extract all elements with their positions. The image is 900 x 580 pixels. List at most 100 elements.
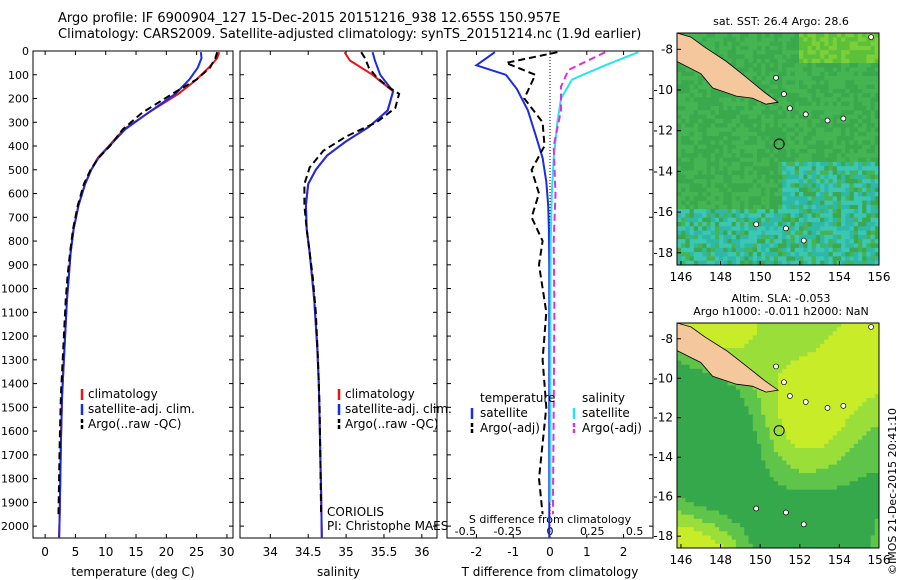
field-cell <box>824 149 829 154</box>
field-cell <box>757 84 762 90</box>
field-cell <box>681 54 686 60</box>
field-cell <box>866 88 871 94</box>
field-cell <box>693 131 699 137</box>
field-cell <box>702 360 707 366</box>
field-cell <box>874 106 880 111</box>
field-cell <box>769 456 775 461</box>
field-cell <box>740 136 745 141</box>
field-cell <box>757 414 762 420</box>
field-cell <box>824 460 829 466</box>
field-cell <box>853 385 859 391</box>
field-cell <box>740 423 745 428</box>
field-cell <box>723 452 728 457</box>
field-cell <box>828 33 834 38</box>
field-cell <box>748 343 754 349</box>
field-cell <box>752 37 758 42</box>
field-cell <box>773 243 779 249</box>
field-cell <box>689 389 695 395</box>
field-cell <box>807 339 813 345</box>
field-cell <box>807 393 813 399</box>
field-cell <box>820 481 825 486</box>
field-cell <box>727 377 733 382</box>
field-cell <box>710 118 716 124</box>
field-cell <box>845 381 850 386</box>
field-cell <box>824 144 829 150</box>
field-cell <box>849 410 855 416</box>
field-cell <box>858 339 863 345</box>
field-cell <box>870 339 876 345</box>
field-cell <box>761 373 766 378</box>
field-cell <box>735 477 741 482</box>
field-cell <box>841 93 846 98</box>
field-cell <box>858 348 863 353</box>
field-cell <box>853 187 859 193</box>
field-cell <box>693 54 699 60</box>
field-cell <box>735 460 741 466</box>
field-cell <box>685 406 690 411</box>
field-cell <box>807 33 813 38</box>
field-cell <box>731 493 737 499</box>
field-cell <box>727 331 733 336</box>
field-cell <box>706 71 712 77</box>
field-cell <box>828 331 834 336</box>
field-cell <box>681 456 686 461</box>
field-cell <box>849 153 855 158</box>
field-cell <box>790 348 796 353</box>
field-cell <box>735 381 741 386</box>
y-tick-label: 100 <box>8 69 29 82</box>
field-cell <box>782 187 787 193</box>
field-cell <box>752 54 758 60</box>
field-cell <box>782 153 787 158</box>
field-cell <box>858 477 863 482</box>
field-cell <box>681 179 686 184</box>
field-cell <box>815 260 821 266</box>
field-cell <box>870 464 876 470</box>
field-cell <box>689 477 695 482</box>
field-cell <box>740 381 745 386</box>
field-cell <box>849 226 855 231</box>
field-cell <box>752 493 758 499</box>
field-cell <box>828 343 834 349</box>
field-cell <box>845 352 850 357</box>
field-cell <box>714 33 720 38</box>
field-cell <box>820 402 825 407</box>
field-cell <box>727 477 733 482</box>
field-cell <box>853 352 859 357</box>
field-cell <box>685 352 690 357</box>
field-cell <box>815 37 821 42</box>
field-cell <box>862 84 867 90</box>
field-cell <box>685 157 690 163</box>
field-cell <box>862 131 867 137</box>
field-cell <box>866 385 871 391</box>
field-cell <box>811 37 817 42</box>
field-cell <box>757 217 762 223</box>
field-cell <box>748 493 754 499</box>
field-cell <box>778 153 783 158</box>
field-cell <box>815 166 821 171</box>
field-cell <box>832 123 838 128</box>
field-cell <box>820 179 825 184</box>
field-cell <box>740 452 745 457</box>
field-cell <box>727 489 733 495</box>
field-cell <box>828 149 834 154</box>
field-cell <box>849 37 855 42</box>
field-cell <box>723 204 728 210</box>
field-cell <box>752 247 758 253</box>
field-cell <box>752 348 758 353</box>
field-cell <box>681 58 686 64</box>
field-cell <box>841 464 846 470</box>
field-cell <box>677 174 682 180</box>
field-cell <box>790 127 796 133</box>
field-cell <box>803 153 808 158</box>
field-cell <box>773 406 779 411</box>
field-cell <box>849 252 855 257</box>
field-cell <box>714 435 720 441</box>
field-cell <box>832 423 838 428</box>
field-cell <box>714 481 720 486</box>
field-cell <box>790 54 796 60</box>
field-cell <box>858 200 863 206</box>
field-cell <box>706 230 712 236</box>
field-cell <box>862 187 867 193</box>
field-cell <box>769 234 775 240</box>
field-cell <box>723 76 728 81</box>
